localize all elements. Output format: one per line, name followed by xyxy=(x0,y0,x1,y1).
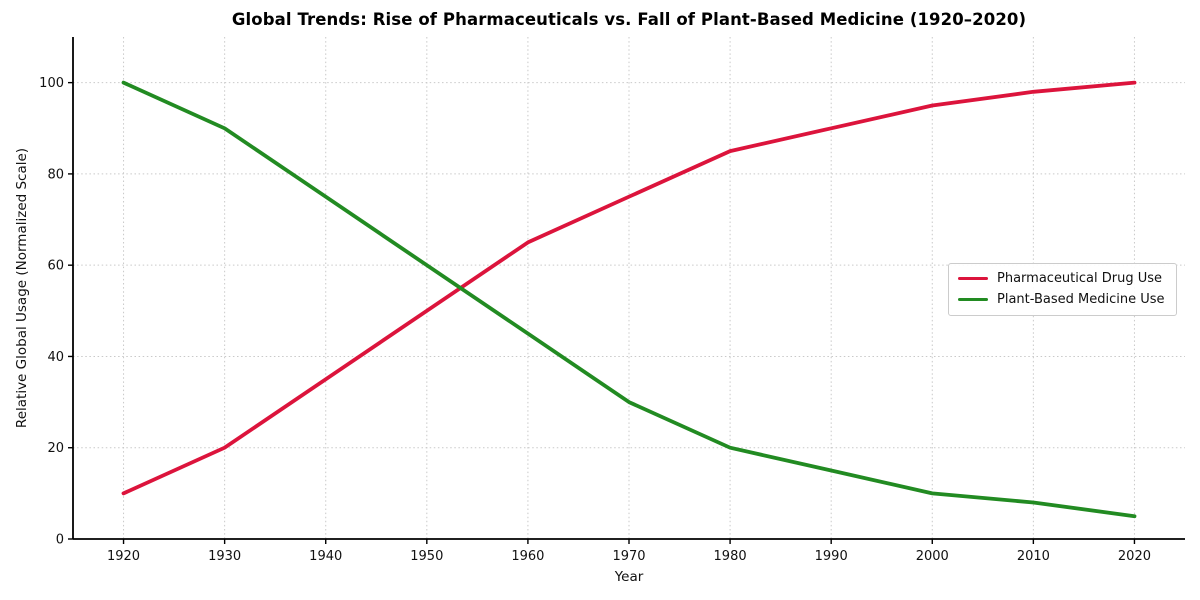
x-tick-label: 1980 xyxy=(714,549,747,564)
y-tick-label: 60 xyxy=(47,259,64,274)
y-tick-label: 80 xyxy=(47,167,64,182)
legend-item-plant-based: Plant-Based Medicine Use xyxy=(958,291,1165,308)
series-line-pharmaceutical xyxy=(121,80,1137,496)
x-tick-label: 1950 xyxy=(410,549,443,564)
x-axis-label: Year xyxy=(614,569,644,585)
series-line-plant-based xyxy=(121,80,1137,519)
legend-swatch-pharmaceutical-icon xyxy=(958,276,988,281)
y-tick-label: 40 xyxy=(47,350,64,365)
y-axis-label: Relative Global Usage (Normalized Scale) xyxy=(14,147,30,429)
legend-swatch-plant-based-icon xyxy=(958,297,988,302)
x-tick-label: 2000 xyxy=(916,549,949,564)
legend-label-pharmaceutical: Pharmaceutical Drug Use xyxy=(997,271,1163,286)
x-tick-label: 1930 xyxy=(208,549,241,564)
x-tick-label: 2020 xyxy=(1118,549,1151,564)
legend: Pharmaceutical Drug Use Plant-Based Medi… xyxy=(948,263,1177,316)
legend-item-pharmaceutical: Pharmaceutical Drug Use xyxy=(958,270,1165,287)
legend-label-plant-based: Plant-Based Medicine Use xyxy=(997,292,1165,307)
x-tick-label: 1960 xyxy=(511,549,544,564)
x-tick-label: 2010 xyxy=(1017,549,1050,564)
chart-title: Global Trends: Rise of Pharmaceuticals v… xyxy=(231,10,1027,29)
x-tick-label: 1990 xyxy=(815,549,848,564)
y-tick-label: 100 xyxy=(39,76,64,91)
y-tick-label: 0 xyxy=(56,533,64,548)
y-tick-label: 20 xyxy=(47,441,64,456)
x-tick-label: 1920 xyxy=(107,549,140,564)
x-tick-label: 1970 xyxy=(612,549,645,564)
x-tick-label: 1940 xyxy=(309,549,342,564)
